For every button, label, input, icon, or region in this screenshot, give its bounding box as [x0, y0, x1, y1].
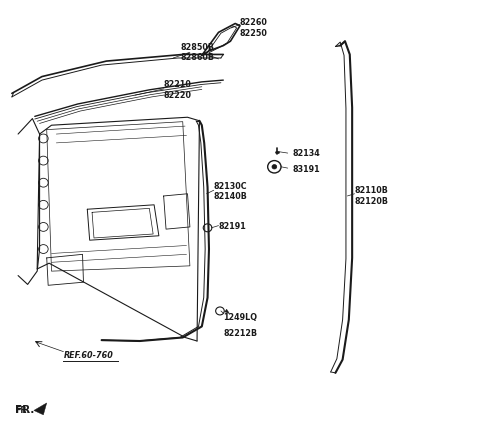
- Polygon shape: [34, 403, 47, 415]
- Text: 82260
82250: 82260 82250: [240, 18, 268, 38]
- Text: REF.60-760: REF.60-760: [63, 351, 113, 360]
- Text: 82110B
82120B: 82110B 82120B: [355, 186, 388, 206]
- Text: 82134: 82134: [292, 150, 320, 158]
- Text: 82210
82220: 82210 82220: [164, 80, 192, 100]
- Text: 1249LQ: 1249LQ: [223, 313, 257, 322]
- Text: 82191: 82191: [218, 222, 246, 231]
- Text: 82850B
82860B: 82850B 82860B: [180, 43, 215, 62]
- Polygon shape: [225, 309, 229, 314]
- Text: FR.: FR.: [15, 405, 34, 416]
- Text: 83191: 83191: [292, 165, 320, 174]
- Text: 82212B: 82212B: [223, 328, 257, 338]
- Circle shape: [272, 165, 277, 169]
- Text: 82130C
82140B: 82130C 82140B: [214, 182, 248, 201]
- Text: FR.: FR.: [15, 406, 29, 415]
